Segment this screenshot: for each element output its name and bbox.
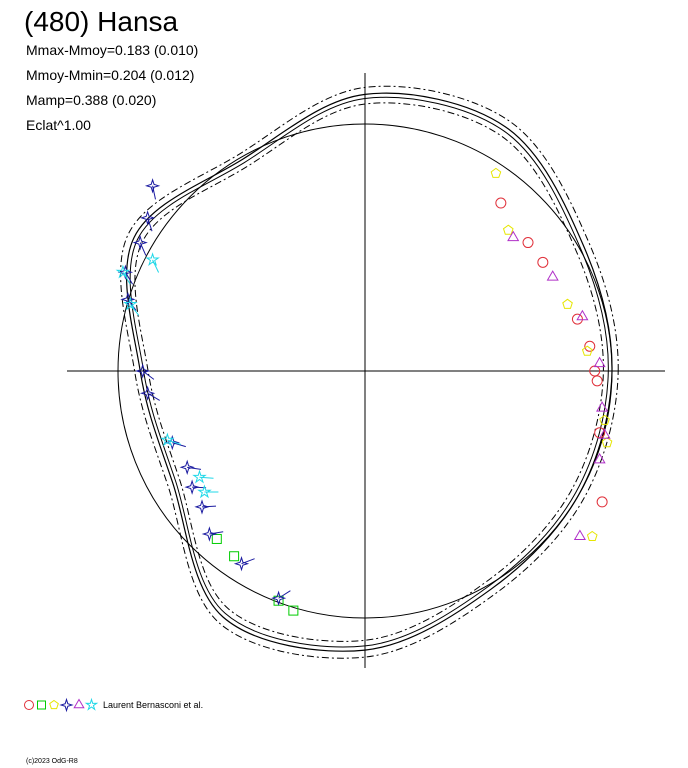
legend-marker-square-green (37, 700, 46, 710)
data-point-star4-blue-13 (270, 590, 287, 606)
data-point-pentagon-yellow-4 (599, 414, 610, 425)
data-point-pentagon-yellow-2 (562, 298, 573, 309)
data-point-circle-red-3 (571, 313, 583, 325)
legend-marker-circle-red (24, 700, 34, 710)
data-point-square-green-0 (211, 533, 222, 544)
data-point-triangle-magenta-6 (593, 452, 606, 464)
marker-tail-cyan-0 (152, 259, 160, 273)
data-point-star-cyan-4 (192, 469, 207, 484)
marker-tail-blue-10 (201, 505, 217, 508)
data-point-square-green-1 (229, 551, 240, 562)
data-point-circle-red-4 (584, 340, 596, 352)
data-point-star-cyan-1 (115, 264, 131, 279)
data-point-star4-blue-1 (139, 210, 156, 226)
data-point-square-green-3 (288, 605, 299, 616)
fit-curve-outer-dashed (120, 85, 619, 659)
data-point-star4-blue-2 (132, 234, 148, 251)
data-point-pentagon-yellow-6 (586, 530, 598, 541)
stat-mmoy-mmin: Mmoy-Mmin=0.204 (0.012) (26, 67, 195, 83)
data-point-triangle-magenta-0 (507, 230, 520, 242)
stat-mamp: Mamp=0.388 (0.020) (26, 92, 157, 108)
chart-title: (480) Hansa (24, 6, 179, 37)
data-point-star4-blue-8 (179, 459, 195, 475)
data-point-triangle-magenta-3 (593, 356, 606, 368)
marker-tail-blue-7 (172, 442, 186, 448)
data-point-star4-blue-12 (233, 556, 250, 572)
data-point-star4-blue-6 (139, 385, 156, 401)
legend-marker-star-cyan (84, 697, 99, 711)
marker-tail-blue-12 (241, 558, 255, 565)
fit-curve-main (125, 92, 613, 652)
shape-curves (117, 85, 619, 659)
marker-tail-cyan-1 (122, 271, 131, 285)
data-point-star4-blue-11 (201, 526, 218, 542)
stat-mmax-mmoy: Mmax-Mmoy=0.183 (0.010) (26, 42, 199, 58)
data-point-pentagon-yellow-3 (581, 345, 593, 356)
data-point-pentagon-yellow-5 (601, 436, 613, 448)
data-point-star-cyan-0 (145, 252, 160, 267)
data-point-triangle-magenta-5 (598, 428, 611, 439)
data-point-circle-red-8 (596, 496, 608, 508)
data-point-star4-blue-0 (144, 178, 161, 194)
data-point-star4-blue-5 (134, 363, 151, 379)
legend-markers (24, 697, 99, 713)
data-point-star4-blue-3 (117, 264, 134, 280)
marker-tail-blue-0 (152, 185, 156, 200)
data-point-star-cyan-5 (197, 484, 212, 499)
data-point-star4-blue-10 (194, 499, 210, 515)
data-point-circle-red-0 (495, 197, 507, 209)
data-point-star-cyan-3 (160, 432, 175, 447)
data-point-pentagon-yellow-1 (502, 224, 514, 235)
legend-marker-star4-blue (59, 697, 74, 713)
data-point-circle-red-6 (591, 375, 603, 387)
data-point-star-cyan-2 (123, 296, 138, 311)
data-point-star4-blue-9 (184, 479, 200, 495)
chart-axes (67, 73, 665, 668)
stat-eclat: Eclat^1.00 (26, 117, 91, 133)
marker-tail-blue-11 (209, 531, 224, 535)
legend-marker-pentagon-yellow (49, 699, 59, 710)
data-point-circle-red-1 (522, 237, 534, 249)
data-point-triangle-magenta-1 (546, 270, 559, 281)
data-point-circle-red-2 (537, 256, 549, 268)
marker-tail-blue-8 (187, 466, 202, 470)
fit-curve-inner-dashed (134, 102, 604, 642)
copyright-text: (c)2023 OdG-R8 (26, 758, 78, 765)
data-point-triangle-magenta-2 (576, 309, 589, 321)
fit-curve-inner (129, 96, 609, 648)
data-point-triangle-magenta-7 (573, 529, 586, 540)
legend-marker-triangle-magenta (73, 698, 85, 709)
data-point-triangle-magenta-4 (596, 401, 609, 412)
data-markers (115, 167, 613, 616)
data-point-pentagon-yellow-0 (490, 167, 502, 178)
author-credit: Laurent Bernasconi et al. (103, 700, 204, 710)
